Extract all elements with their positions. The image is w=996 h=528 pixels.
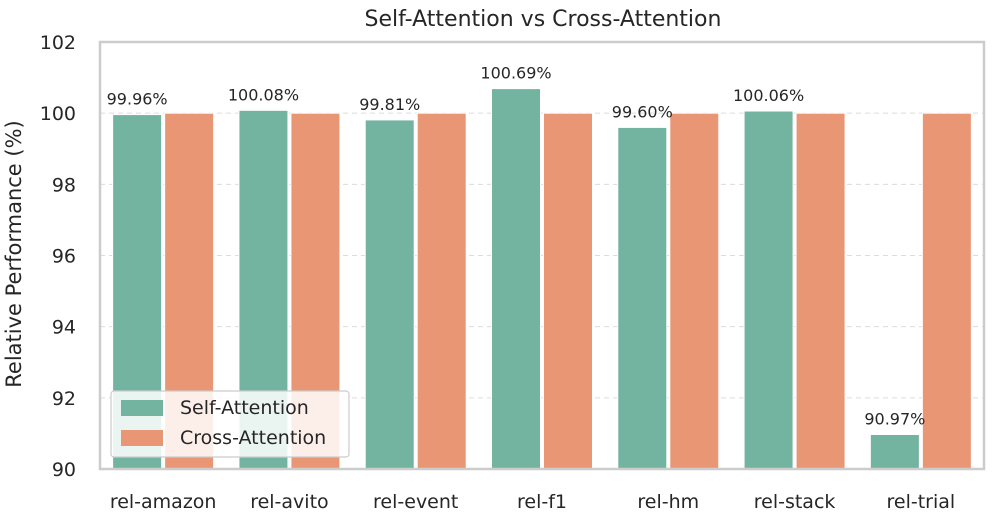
bar-cross-attention-rel-hm xyxy=(669,112,720,470)
data-label: 99.60% xyxy=(612,102,673,121)
grid-lines xyxy=(100,112,984,399)
legend-swatch-cross-attention xyxy=(121,430,163,446)
data-label: 100.06% xyxy=(733,86,804,105)
x-tick-label: rel-hm xyxy=(637,491,699,513)
y-tick-labels: 90 92 94 96 98 100 102 xyxy=(40,32,76,481)
chart-title: Self-Attention vs Cross-Attention xyxy=(365,7,722,32)
bar-self-attention-rel-trial xyxy=(869,433,920,470)
x-tick-label: rel-event xyxy=(373,491,458,513)
y-axis-label: Relative Performance (%) xyxy=(2,120,26,387)
bar-self-attention-rel-event xyxy=(364,119,415,470)
x-tick-labels: rel-amazon rel-avito rel-event rel-f1 rel-hm… xyxy=(110,491,955,513)
bar-self-attention-rel-hm xyxy=(617,126,668,470)
bar-cross-attention-rel-stack xyxy=(795,112,846,470)
data-label: 90.97% xyxy=(864,409,925,428)
data-labels: 99.96% 100.08% 99.81% 100.69% 99.60% 100.06% 9… xyxy=(107,64,926,429)
bar-self-attention-rel-f1 xyxy=(491,88,541,470)
y-tick-label: 94 xyxy=(52,317,76,339)
legend-label-self-attention: Self-Attention xyxy=(180,397,309,419)
data-label: 100.08% xyxy=(228,85,299,104)
bar-cross-attention-rel-trial xyxy=(921,112,972,470)
y-tick-label: 100 xyxy=(40,103,76,125)
y-tick-label: 92 xyxy=(52,388,76,410)
legend-label-cross-attention: Cross-Attention xyxy=(180,427,326,449)
legend-swatch-self-attention xyxy=(121,400,163,416)
bar-self-attention-rel-stack xyxy=(743,110,794,470)
y-tick-label: 96 xyxy=(52,246,76,268)
data-label: 99.96% xyxy=(107,90,168,109)
x-tick-label: rel-stack xyxy=(754,491,836,513)
x-tick-label: rel-avito xyxy=(250,491,328,513)
x-tick-label: rel-amazon xyxy=(110,491,217,513)
y-tick-label: 98 xyxy=(52,174,76,196)
y-tick-label: 102 xyxy=(40,32,76,54)
bar-cross-attention-rel-f1 xyxy=(543,112,593,470)
plot-frame xyxy=(98,40,986,471)
x-tick-label: rel-f1 xyxy=(517,491,567,513)
legend-box xyxy=(110,390,350,458)
legend: Self-Attention Cross-Attention xyxy=(110,390,350,458)
y-tick-label: 90 xyxy=(52,459,76,481)
bar-cross-attention-rel-event xyxy=(416,112,467,470)
data-label: 99.81% xyxy=(359,95,420,114)
data-label: 100.69% xyxy=(480,64,551,83)
x-tick-label: rel-trial xyxy=(887,491,956,513)
